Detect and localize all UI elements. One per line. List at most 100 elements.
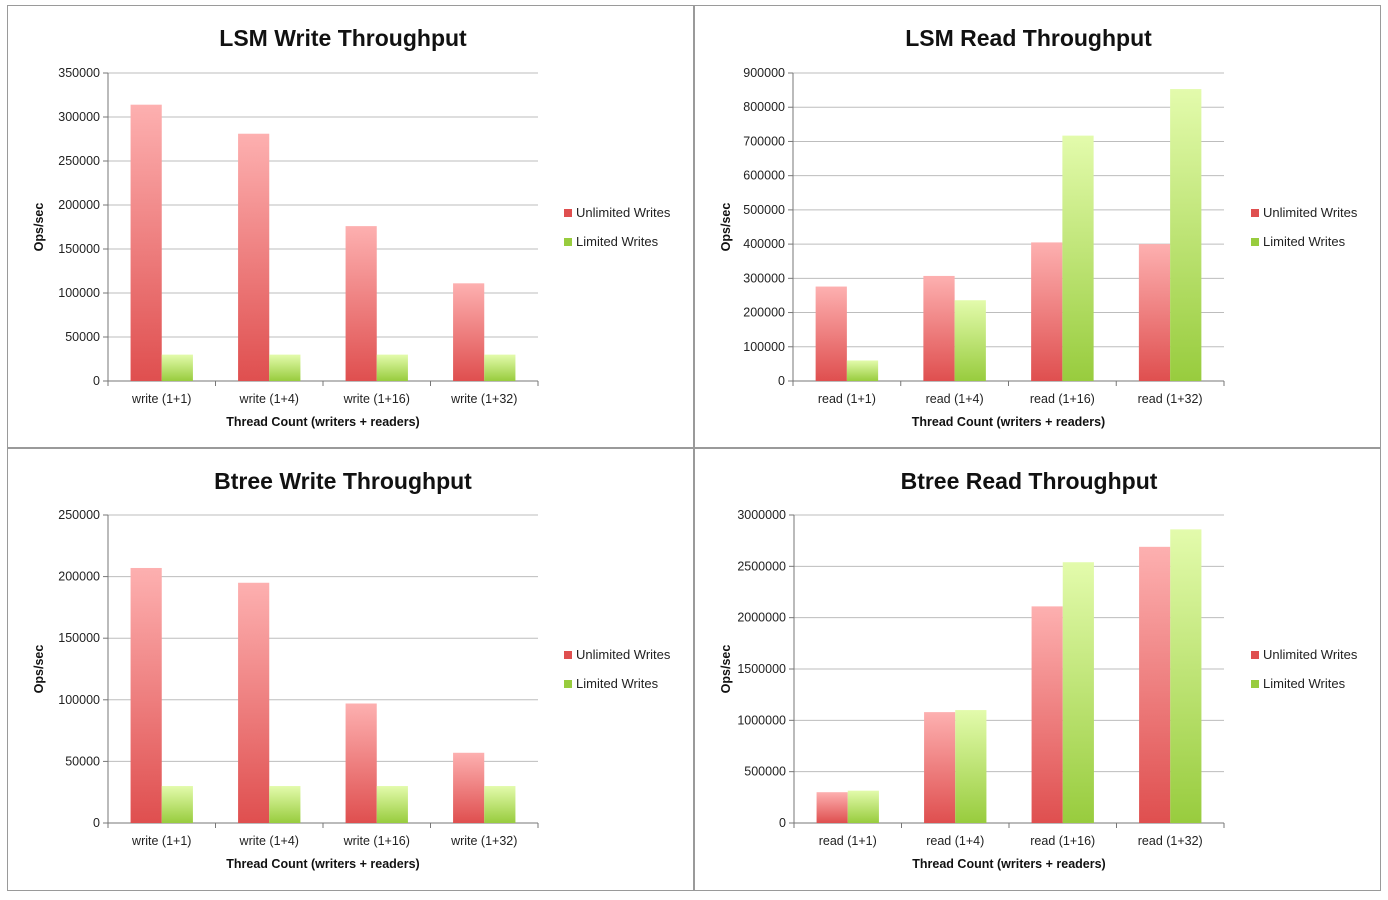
y-axis-label: Ops/sec xyxy=(719,645,733,694)
bar-limited-writes xyxy=(161,786,193,823)
bar-unlimited-writes xyxy=(816,792,848,823)
y-tick-label: 600000 xyxy=(743,169,785,183)
bar-chart: LSM Write Throughput 0 50000 100000 150000 20… xyxy=(32,25,671,429)
y-tick-label: 200000 xyxy=(743,306,785,320)
y-axis-label: Ops/sec xyxy=(32,645,46,694)
y-axis-label: Ops/sec xyxy=(719,203,733,252)
y-tick-label: 50000 xyxy=(65,330,100,344)
y-tick-label: 250000 xyxy=(58,154,100,168)
x-tick-label: read (1+32) xyxy=(1138,834,1203,848)
y-tick-label: 1000000 xyxy=(737,713,786,727)
y-tick-label: 1500000 xyxy=(737,662,786,676)
y-tick-label: 900000 xyxy=(743,66,785,80)
bar-limited-writes xyxy=(484,354,516,381)
x-tick-label: write (1+1) xyxy=(131,834,191,848)
x-tick-label: write (1+1) xyxy=(131,392,191,406)
y-tick-label: 800000 xyxy=(743,100,785,114)
bar-unlimited-writes xyxy=(1031,242,1063,381)
y-tick-label: 200000 xyxy=(58,570,100,584)
y-tick-label: 2000000 xyxy=(737,611,786,625)
bar-unlimited-writes xyxy=(1031,606,1063,823)
y-tick-label: 350000 xyxy=(58,66,100,80)
bar-unlimited-writes xyxy=(815,286,847,381)
x-tick-label: read (1+16) xyxy=(1030,392,1095,406)
bar-unlimited-writes xyxy=(923,275,955,381)
legend-swatch-unlimited xyxy=(564,209,572,217)
y-tick-label: 150000 xyxy=(58,242,100,256)
bar-unlimited-writes xyxy=(453,752,485,823)
x-axis-label: Thread Count (writers + readers) xyxy=(226,415,419,429)
y-tick-label: 0 xyxy=(778,374,785,388)
chart-title: Btree Write Throughput xyxy=(214,468,472,494)
y-tick-label: 0 xyxy=(93,374,100,388)
x-tick-label: write (1+4) xyxy=(239,834,299,848)
y-tick-label: 3000000 xyxy=(737,508,786,522)
legend-label: Unlimited Writes xyxy=(576,205,671,220)
y-tick-label: 250000 xyxy=(58,508,100,522)
y-tick-label: 2500000 xyxy=(737,559,786,573)
bar-unlimited-writes xyxy=(1139,546,1171,823)
bar-limited-writes xyxy=(161,354,193,381)
chart-title: Btree Read Throughput xyxy=(901,468,1158,494)
y-tick-label: 500000 xyxy=(744,765,786,779)
chart-panel-lsm-read: LSM Read Throughput 0 100000 200000 300000 40… xyxy=(694,5,1381,448)
y-tick-label: 0 xyxy=(93,816,100,830)
bar-limited-writes xyxy=(846,360,879,381)
chart-panel-btree-write: Btree Write Throughput 0 50000 100000 150000… xyxy=(7,448,694,891)
y-axis-label: Ops/sec xyxy=(32,203,46,252)
x-tick-label: write (1+4) xyxy=(239,392,299,406)
legend-label: Limited Writes xyxy=(576,676,659,691)
bar-unlimited-writes xyxy=(345,703,377,823)
x-tick-label: write (1+32) xyxy=(450,834,517,848)
x-axis-label: Thread Count (writers + readers) xyxy=(226,857,419,871)
y-tick-label: 0 xyxy=(779,816,786,830)
bar-limited-writes xyxy=(955,710,987,823)
bar-limited-writes xyxy=(1170,529,1202,823)
legend-swatch-unlimited xyxy=(564,651,572,659)
x-tick-label: write (1+16) xyxy=(343,834,410,848)
chart-title: LSM Read Throughput xyxy=(905,25,1152,51)
y-tick-label: 50000 xyxy=(65,754,100,768)
bar-limited-writes xyxy=(269,786,301,823)
legend-swatch-limited xyxy=(564,680,572,688)
bar-limited-writes xyxy=(1062,135,1094,381)
legend-label: Unlimited Writes xyxy=(576,647,671,662)
bar-limited-writes xyxy=(376,786,408,823)
bar-limited-writes xyxy=(1062,562,1094,823)
bar-unlimited-writes xyxy=(1138,244,1171,381)
legend-swatch-unlimited xyxy=(1251,651,1259,659)
bar-chart: Btree Read Throughput 0 500000 1000000 15000… xyxy=(719,468,1358,871)
chart-panel-lsm-write: LSM Write Throughput 0 50000 100000 150000 20… xyxy=(7,5,694,448)
legend-swatch-unlimited xyxy=(1251,209,1259,217)
chart-title: LSM Write Throughput xyxy=(219,25,467,51)
bar-unlimited-writes xyxy=(345,226,377,381)
y-tick-label: 500000 xyxy=(743,203,785,217)
x-tick-label: read (1+1) xyxy=(818,392,876,406)
legend-label: Unlimited Writes xyxy=(1263,205,1358,220)
bar-limited-writes xyxy=(376,354,408,381)
bar-limited-writes xyxy=(1170,89,1202,381)
legend-label: Unlimited Writes xyxy=(1263,647,1358,662)
x-tick-label: read (1+32) xyxy=(1138,392,1203,406)
y-tick-label: 700000 xyxy=(743,134,785,148)
bar-limited-writes xyxy=(269,354,301,381)
bar-unlimited-writes xyxy=(924,712,956,823)
y-tick-label: 150000 xyxy=(58,631,100,645)
y-tick-label: 400000 xyxy=(743,237,785,251)
x-tick-label: write (1+16) xyxy=(343,392,410,406)
bar-limited-writes xyxy=(847,790,879,823)
bar-unlimited-writes xyxy=(130,104,162,382)
bar-chart: LSM Read Throughput 0 100000 200000 300000 40… xyxy=(719,25,1358,429)
legend-swatch-limited xyxy=(1251,680,1259,688)
chart-grid: LSM Write Throughput 0 50000 100000 150000 20… xyxy=(7,5,1381,891)
x-axis-label: Thread Count (writers + readers) xyxy=(912,415,1105,429)
x-tick-label: write (1+32) xyxy=(450,392,517,406)
x-axis-label: Thread Count (writers + readers) xyxy=(912,857,1105,871)
chart-panel-btree-read: Btree Read Throughput 0 500000 1000000 15000… xyxy=(694,448,1381,891)
bar-limited-writes xyxy=(954,300,986,381)
y-tick-label: 100000 xyxy=(58,693,100,707)
x-tick-label: read (1+1) xyxy=(819,834,877,848)
bar-chart: Btree Write Throughput 0 50000 100000 150000… xyxy=(32,468,671,871)
legend-swatch-limited xyxy=(1251,238,1259,246)
bar-limited-writes xyxy=(484,786,516,823)
